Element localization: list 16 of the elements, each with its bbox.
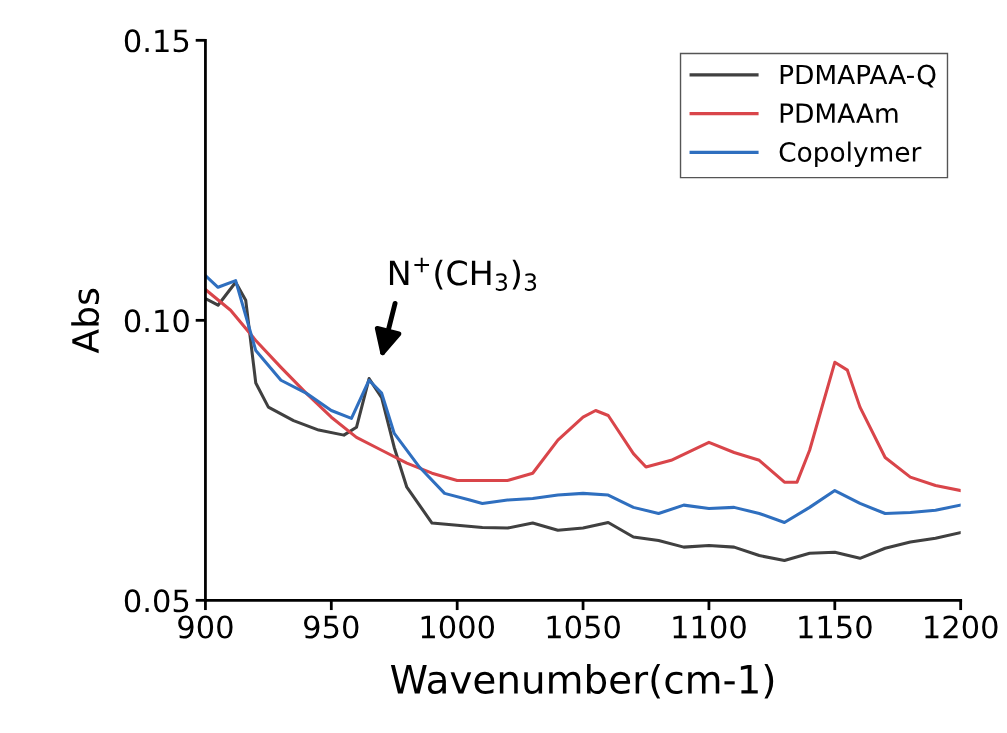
annotation: N$^{+}$(CH$_{3}$)$_{3}$ (389, 257, 537, 291)
legend-label: PDMAPAA-Q (780, 64, 936, 88)
x-tick-label: 1000 (421, 615, 495, 639)
x-tick-label: 950 (304, 615, 359, 639)
x-tick-label: 1200 (925, 615, 998, 639)
x-tick-label: 1050 (547, 615, 620, 639)
x-tick-label: 900 (178, 615, 233, 639)
y-tick-label: 0.15 (124, 29, 189, 53)
x-tick-label: 1150 (799, 615, 872, 639)
y-tick-label: 0.10 (124, 309, 189, 333)
x-tick-label: 1100 (673, 615, 746, 639)
legend-label: PDMAAm (780, 103, 898, 123)
x-axis-title: Wavenumber(cm-1) (390, 663, 774, 699)
legend-label: Copolymer (779, 141, 922, 168)
y-tick-label: 0.05 (124, 589, 189, 613)
y-axis-title: Abs (71, 288, 100, 354)
